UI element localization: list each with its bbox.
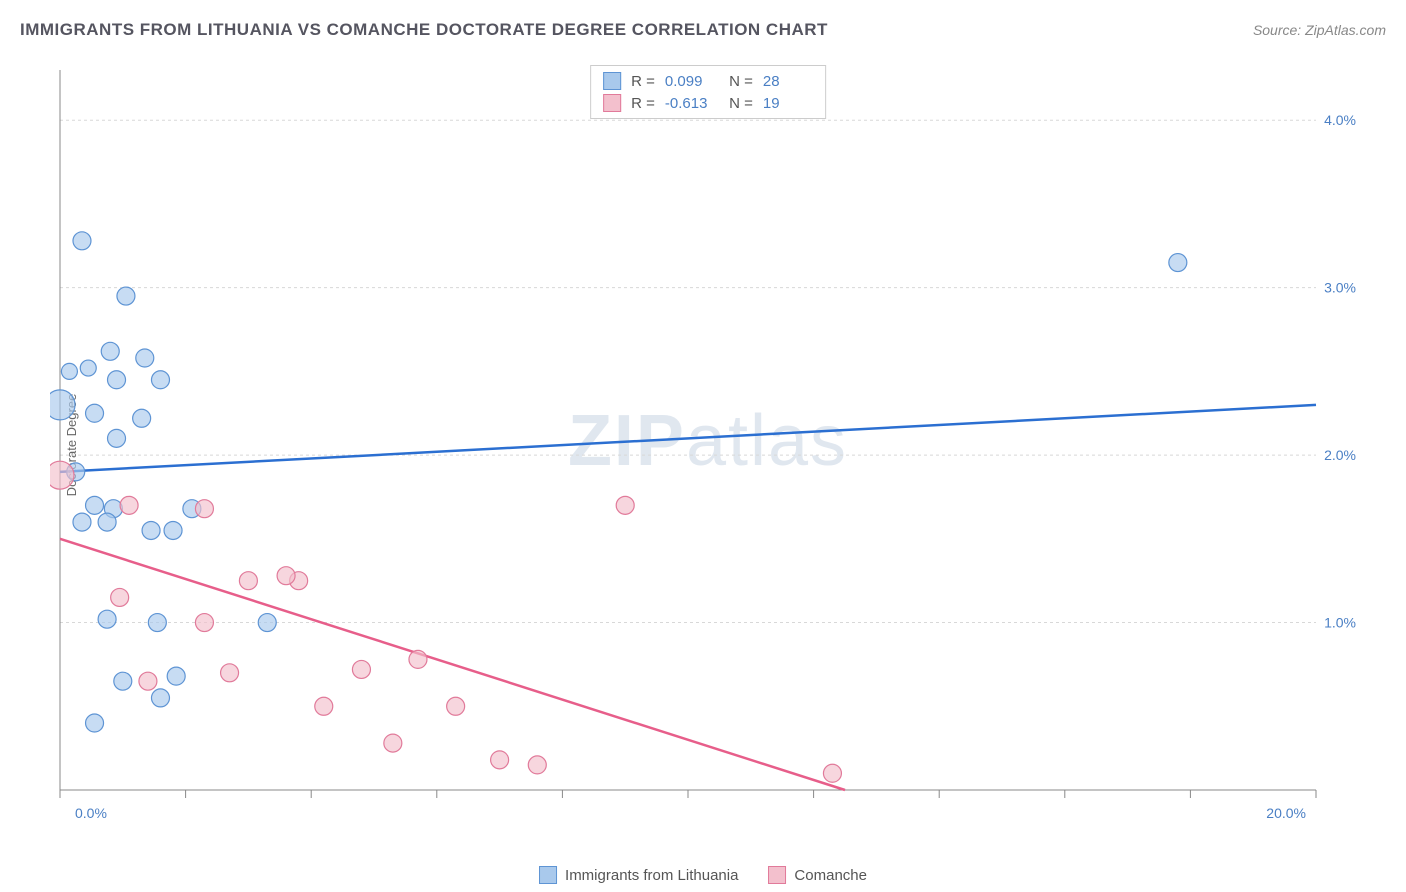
data-point (352, 660, 370, 678)
data-point (384, 734, 402, 752)
data-point (164, 521, 182, 539)
data-point (315, 697, 333, 715)
legend-series-name: Comanche (794, 867, 867, 884)
data-point (409, 650, 427, 668)
stat-r-label: R = (631, 73, 655, 90)
data-point (823, 764, 841, 782)
data-point (73, 232, 91, 250)
data-point (86, 714, 104, 732)
legend-swatch (539, 866, 557, 884)
data-point (148, 614, 166, 632)
trend-line (60, 539, 845, 790)
legend-item: Immigrants from Lithuania (539, 866, 738, 884)
data-point (111, 588, 129, 606)
data-point (491, 751, 509, 769)
stat-n-label: N = (725, 73, 753, 90)
data-point (151, 689, 169, 707)
data-point (258, 614, 276, 632)
data-point (114, 672, 132, 690)
stats-row: R = 0.099 N = 28 (603, 70, 813, 92)
data-point (136, 349, 154, 367)
scatter-plot: 1.0% 2.0% 3.0% 4.0% 0.0% 20.0% (50, 60, 1366, 830)
source-attribution: Source: ZipAtlas.com (1253, 22, 1386, 38)
data-point (195, 500, 213, 518)
data-point (139, 672, 157, 690)
stat-n-value: 19 (763, 95, 813, 112)
stat-r-value: 0.099 (665, 73, 715, 90)
data-point (151, 371, 169, 389)
data-point (616, 496, 634, 514)
series-swatch (603, 94, 621, 112)
stats-legend-box: R = 0.099 N = 28 R = -0.613 N = 19 (590, 65, 826, 119)
series-swatch (603, 72, 621, 90)
data-point (80, 360, 96, 376)
legend-item: Comanche (768, 866, 867, 884)
data-point (277, 567, 295, 585)
stat-r-value: -0.613 (665, 95, 715, 112)
legend-swatch (768, 866, 786, 884)
stats-row: R = -0.613 N = 19 (603, 92, 813, 114)
data-point (86, 404, 104, 422)
x-tick-label: 0.0% (75, 805, 107, 821)
data-point (239, 572, 257, 590)
stat-n-label: N = (725, 95, 753, 112)
data-point (447, 697, 465, 715)
stat-n-value: 28 (763, 73, 813, 90)
bottom-legend: Immigrants from Lithuania Comanche (539, 866, 867, 884)
chart-title: IMMIGRANTS FROM LITHUANIA VS COMANCHE DO… (20, 20, 828, 40)
data-point (528, 756, 546, 774)
y-tick-label: 4.0% (1324, 112, 1356, 128)
data-point (117, 287, 135, 305)
trend-line (60, 405, 1316, 472)
data-point (61, 363, 77, 379)
data-point (1169, 254, 1187, 272)
chart-header: IMMIGRANTS FROM LITHUANIA VS COMANCHE DO… (20, 20, 1386, 40)
data-point (86, 496, 104, 514)
y-tick-label: 1.0% (1324, 615, 1356, 631)
data-point (50, 461, 74, 489)
data-point (108, 371, 126, 389)
stat-r-label: R = (631, 95, 655, 112)
data-point (120, 496, 138, 514)
data-point (142, 521, 160, 539)
data-point (167, 667, 185, 685)
data-point (195, 614, 213, 632)
data-point (50, 390, 75, 420)
data-point (108, 429, 126, 447)
x-tick-label: 20.0% (1266, 805, 1306, 821)
y-tick-label: 3.0% (1324, 280, 1356, 296)
y-tick-label: 2.0% (1324, 447, 1356, 463)
data-point (101, 342, 119, 360)
data-point (221, 664, 239, 682)
data-point (98, 513, 116, 531)
data-point (73, 513, 91, 531)
data-point (133, 409, 151, 427)
data-point (98, 610, 116, 628)
chart-area: Doctorate Degree ZIPatlas 1.0%2.0%3.0%4.… (50, 60, 1366, 830)
legend-series-name: Immigrants from Lithuania (565, 867, 738, 884)
